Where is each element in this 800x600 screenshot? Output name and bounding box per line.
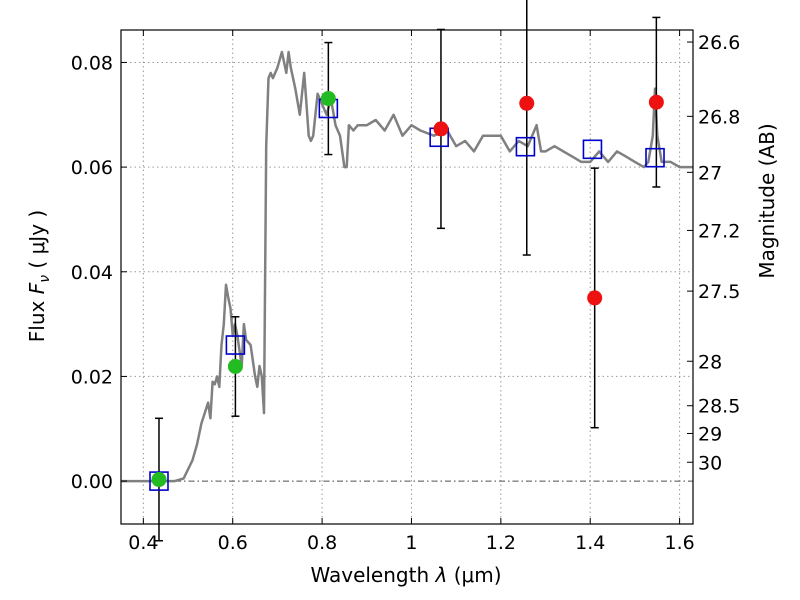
y-tick-label: 0.06 [71, 157, 113, 179]
non-detection-point [587, 290, 603, 306]
y2-tick-label: 29 [698, 423, 722, 445]
x-tick-label: 0.4 [128, 532, 158, 554]
grid-lines [121, 30, 693, 524]
x-tick-label: 1.4 [575, 532, 605, 554]
x-tick-label: 1 [405, 532, 417, 554]
x-tick-label: 1.2 [486, 532, 516, 554]
detection-point [320, 91, 336, 107]
x-tick-label: 0.8 [307, 532, 337, 554]
non-detection-point [433, 121, 449, 137]
error-bars [154, 0, 661, 542]
model-band-marker [515, 136, 536, 157]
non-detection-point [519, 95, 535, 111]
data-markers [149, 91, 665, 491]
y2-tick-label: 27.2 [698, 220, 740, 242]
y2-tick-label: 26.6 [698, 32, 740, 54]
y-axis-label-unit: ( μJy ) [25, 210, 49, 269]
non-detection-point [648, 94, 664, 110]
model-band-marker [645, 147, 665, 168]
model-band-marker [225, 335, 246, 355]
ticks: 0.4 0.6 0.8 1 1.2 1.4 1.6 0.00 0.02 0.04 0.06 0.08 2… [71, 30, 740, 554]
y-tick-label: 0.08 [71, 52, 113, 74]
y2-tick-label: 30 [698, 452, 722, 474]
x-axis-label-unit: (μm) [454, 563, 502, 587]
y2-tick-label: 28.5 [698, 396, 740, 418]
y2-tick-label: 26.8 [698, 106, 740, 128]
y2-tick-label: 27 [698, 162, 722, 184]
sed-curve [121, 50, 693, 483]
y-tick-label: 0.00 [71, 471, 113, 493]
y-axis-label-symbol: F [25, 282, 49, 294]
y2-tick-label: 27.5 [698, 281, 740, 303]
x-tick-label: 0.6 [218, 532, 248, 554]
detection-point [227, 358, 243, 374]
y-tick-label: 0.04 [71, 262, 113, 284]
model-band-marker [582, 139, 603, 160]
y-tick-label: 0.02 [71, 366, 113, 388]
y-axis-label: Flux Fν ( μJy ) [25, 210, 53, 342]
y2-axis-label: Magnitude (AB) [755, 123, 779, 278]
plot-frame [120, 29, 694, 525]
x-axis-label-symbol: λ [435, 563, 448, 587]
detection-point [151, 472, 167, 488]
x-axis-label: Wavelength λ (μm) [310, 563, 501, 587]
y2-tick-label: 28 [698, 351, 722, 373]
y-axis-label-text: Flux [25, 300, 49, 342]
x-tick-label: 1.6 [664, 532, 694, 554]
x-axis-label-text: Wavelength [310, 563, 429, 587]
y-axis-label-subscript: ν [37, 275, 53, 283]
